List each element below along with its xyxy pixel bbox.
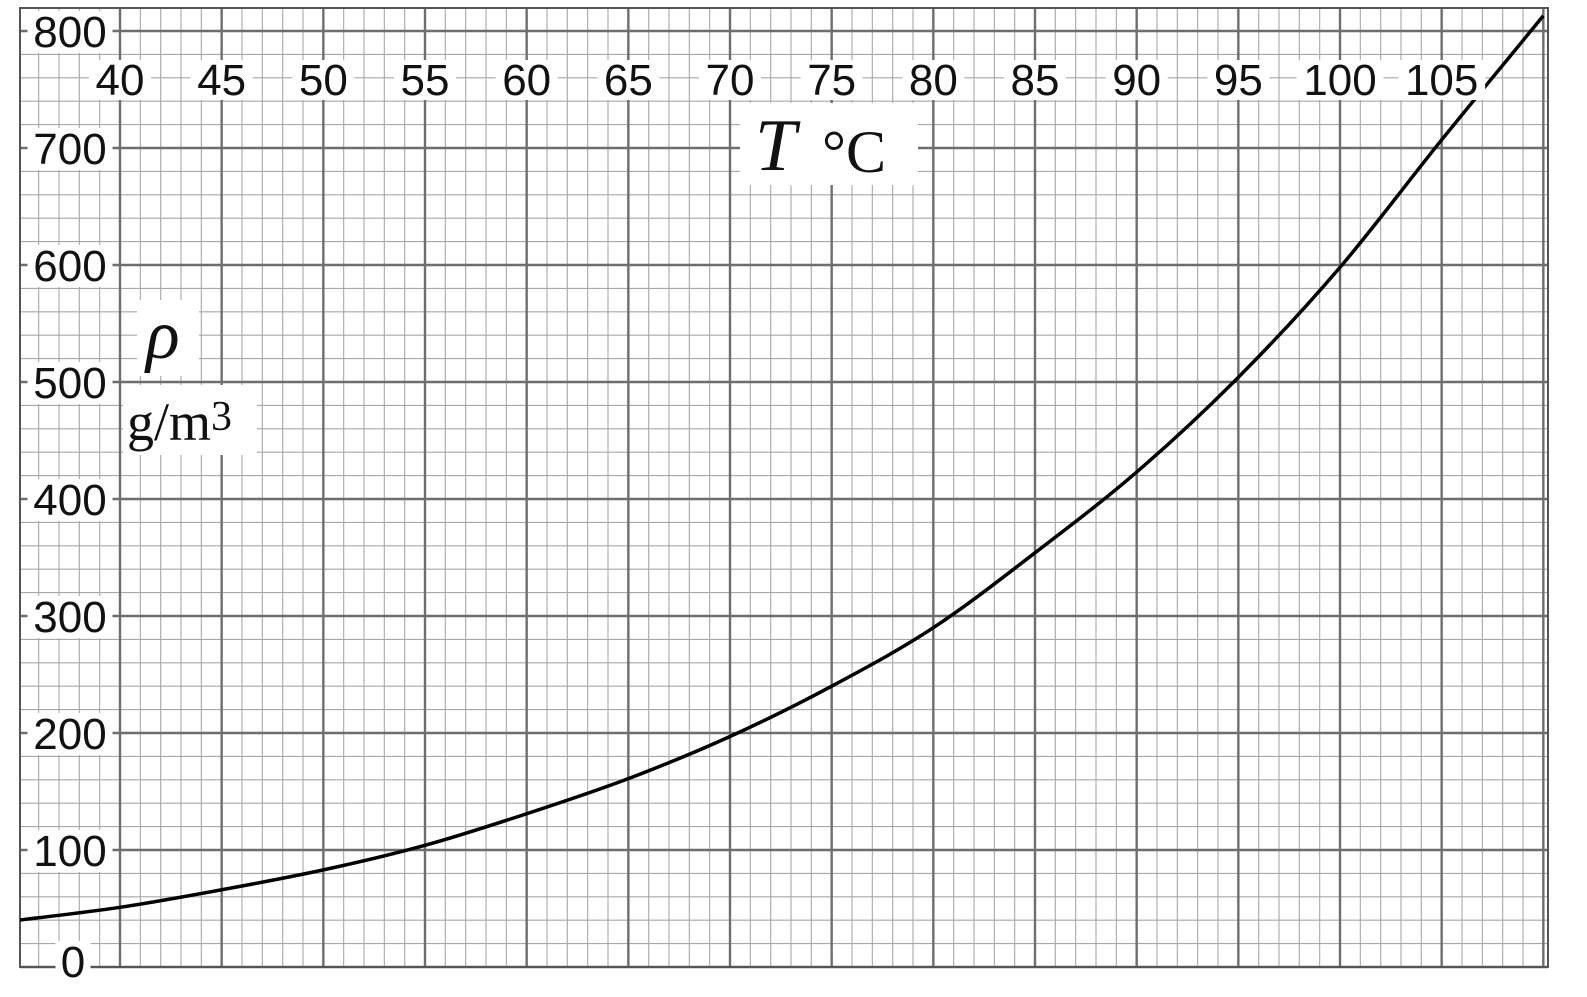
y-tick-label-bg bbox=[27, 713, 113, 755]
x-tick-label-bg bbox=[1207, 60, 1270, 100]
x-tick-label-bg bbox=[902, 60, 965, 100]
x-axis-symbol: T bbox=[755, 105, 801, 187]
x-axis-title-bg bbox=[740, 103, 918, 185]
y-axis-unit-exponent: 3 bbox=[211, 394, 232, 440]
y-axis-title: ρ g/m3 bbox=[123, 297, 257, 455]
x-tick-label: 40 bbox=[96, 56, 145, 105]
x-tick-label-bg bbox=[89, 60, 151, 100]
major-gridlines bbox=[20, 8, 1548, 969]
x-tick-label: 45 bbox=[197, 56, 246, 105]
plot-frame bbox=[19, 7, 1549, 968]
y-tick-label: 800 bbox=[33, 8, 106, 57]
x-tick-label-bg bbox=[597, 60, 660, 100]
x-tick-label-bg bbox=[190, 60, 253, 100]
y-tick-label: 400 bbox=[33, 476, 106, 525]
y-tick-label: 0 bbox=[61, 938, 85, 987]
x-tick-label: 80 bbox=[909, 56, 958, 105]
y-tick-label-bg bbox=[27, 362, 113, 404]
x-tick-label: 50 bbox=[299, 56, 348, 105]
x-tick-label: 75 bbox=[807, 56, 856, 105]
y-tick-label-bg bbox=[27, 830, 113, 872]
x-tick-label: 65 bbox=[604, 56, 653, 105]
x-tick-label: 60 bbox=[502, 56, 551, 105]
y-axis-symbol-bg bbox=[137, 300, 199, 376]
x-axis-title: T °C bbox=[740, 103, 918, 187]
x-tick-label-bg bbox=[292, 60, 355, 100]
y-tick-label-bg bbox=[27, 128, 113, 170]
x-tick-label: 70 bbox=[706, 56, 755, 105]
y-axis-unit: g/m3 bbox=[127, 392, 232, 452]
y-tick-label-bg bbox=[27, 245, 113, 287]
x-tick-label: 105 bbox=[1405, 56, 1478, 105]
curve-layer bbox=[20, 14, 1545, 922]
y-tick-label-bg bbox=[27, 479, 113, 521]
x-tick-label: 95 bbox=[1214, 56, 1263, 105]
y-tick-label: 300 bbox=[33, 593, 106, 642]
y-axis-unit-bg bbox=[123, 385, 257, 455]
x-tick-label: 90 bbox=[1112, 56, 1161, 105]
x-tick-labels: 40 45 50 55 60 65 70 75 80 85 90 95 100 105 bbox=[89, 56, 1486, 105]
x-tick-label: 100 bbox=[1303, 56, 1376, 105]
y-tick-label-bg bbox=[55, 941, 91, 983]
y-tick-labels: 0 100 200 300 400 500 600 700 800 bbox=[27, 8, 113, 987]
y-tick-label: 600 bbox=[33, 242, 106, 291]
y-axis-symbol: ρ bbox=[144, 297, 180, 374]
y-tick-label: 700 bbox=[33, 125, 106, 174]
y-tick-label: 200 bbox=[33, 710, 106, 759]
y-tick-label: 100 bbox=[33, 827, 106, 876]
data-curve bbox=[20, 14, 1545, 922]
x-tick-label-bg bbox=[699, 60, 761, 100]
x-tick-label: 85 bbox=[1011, 56, 1060, 105]
x-tick-label-bg bbox=[800, 60, 863, 100]
x-tick-label-bg bbox=[1398, 60, 1486, 100]
plot-border bbox=[19, 7, 1549, 968]
x-tick-label: 55 bbox=[401, 56, 450, 105]
minor-gridlines bbox=[20, 8, 1548, 967]
x-tick-label-bg bbox=[495, 60, 558, 100]
x-axis-unit: °C bbox=[822, 119, 886, 185]
x-tick-label-bg bbox=[1296, 60, 1384, 100]
x-tick-label-bg bbox=[1105, 60, 1168, 100]
x-tick-label-bg bbox=[394, 60, 456, 100]
y-tick-label-bg bbox=[27, 596, 113, 638]
y-axis-unit-base: g/m bbox=[127, 392, 211, 452]
y-tick-label-bg bbox=[27, 11, 113, 53]
y-tick-label: 500 bbox=[33, 359, 106, 408]
x-tick-label-bg bbox=[1004, 60, 1066, 100]
